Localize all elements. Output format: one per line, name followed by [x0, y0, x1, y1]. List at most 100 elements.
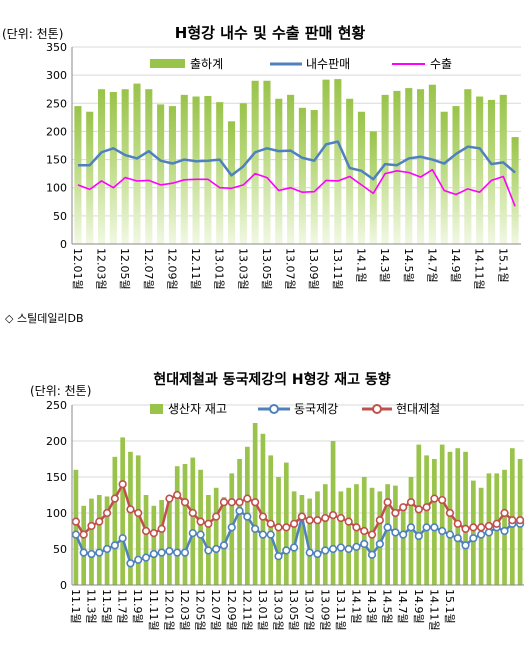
data-point — [95, 517, 104, 526]
data-point — [383, 523, 392, 532]
chart1-unit-label: (단위: 천톤) — [2, 26, 63, 41]
data-point — [188, 508, 197, 518]
data-point — [274, 523, 283, 532]
x-tick-label: 12.01월 — [162, 589, 175, 631]
bar — [416, 444, 422, 585]
bar — [357, 111, 366, 244]
x-tick-label: 12.05월 — [118, 248, 131, 290]
x-tick-label: 13.01월 — [213, 248, 226, 290]
data-point — [126, 559, 135, 568]
data-point — [461, 524, 470, 533]
x-tick-label: 13.09월 — [307, 248, 320, 290]
bar — [216, 102, 224, 244]
data-point — [484, 521, 494, 531]
x-tick-label: 13.09월 — [318, 589, 331, 631]
x-tick-label: 12.05월 — [194, 589, 207, 631]
data-point — [453, 519, 462, 528]
bar — [227, 121, 236, 244]
chart1-bars — [74, 79, 519, 245]
data-point — [375, 539, 384, 549]
data-point — [165, 547, 174, 556]
data-point — [188, 529, 197, 538]
data-point — [258, 530, 268, 539]
data-point — [515, 516, 525, 525]
bar — [476, 96, 484, 244]
x-tick-label: 12.03월 — [178, 589, 191, 631]
data-point — [196, 517, 205, 526]
data-point — [367, 550, 377, 559]
legend-label-domestic: 내수판매 — [306, 57, 350, 71]
x-tick-label: 14.9월 — [449, 248, 462, 283]
data-point — [204, 546, 213, 555]
data-point — [500, 526, 509, 536]
data-point — [445, 508, 455, 518]
bar — [260, 433, 266, 585]
legend-label-hyundai: 현대제철 — [396, 402, 440, 416]
x-tick-label: 15.1월 — [496, 248, 509, 283]
bar — [377, 491, 383, 585]
y-tick-label: 250 — [46, 399, 67, 412]
bar — [463, 451, 468, 585]
x-tick-label: 12.07월 — [209, 589, 222, 631]
bar — [151, 505, 157, 585]
data-point — [141, 553, 151, 562]
legend-marker-dongkuk — [269, 404, 279, 414]
bar — [190, 457, 196, 585]
chart2-lines — [71, 480, 525, 568]
data-point — [87, 549, 96, 559]
y-tick-label: 150 — [46, 154, 67, 167]
bar — [180, 94, 188, 244]
bar — [97, 89, 106, 245]
data-point — [328, 511, 338, 520]
x-tick-label: 14.1월 — [354, 248, 367, 283]
data-point — [508, 516, 517, 525]
data-point — [290, 543, 299, 552]
data-point — [274, 552, 283, 561]
legend-label-dongkuk: 동국제강 — [294, 402, 338, 416]
data-point — [173, 548, 182, 557]
y-tick-label: 50 — [53, 543, 67, 556]
data-point — [204, 519, 213, 528]
data-point — [484, 528, 494, 537]
data-point — [360, 539, 369, 549]
data-point — [422, 503, 431, 512]
bar — [369, 131, 377, 244]
bar — [354, 484, 359, 585]
bar — [143, 495, 149, 585]
data-point — [110, 541, 119, 550]
data-point — [219, 541, 229, 550]
data-point — [126, 505, 135, 514]
data-point — [243, 512, 252, 521]
chart2-axes — [71, 405, 524, 586]
bar — [400, 505, 406, 585]
data-point — [212, 544, 221, 554]
data-point — [469, 534, 478, 543]
data-point — [196, 530, 205, 539]
data-point — [134, 555, 143, 564]
x-tick-label: 12.09월 — [165, 248, 178, 290]
data-point — [430, 494, 439, 503]
chart1-title: H형강 내수 및 수출 판매 현황 — [175, 24, 366, 42]
legend-swatch-producer-stock — [150, 404, 163, 414]
data-point — [157, 548, 166, 557]
legend-label-producer-stock: 생산자 재고 — [168, 402, 227, 416]
bar — [464, 89, 472, 245]
chart1-x-tick-labels: 12.01월 12.03월 12.05월 12.07월 12.09월 12.11월 13.0… — [71, 248, 509, 290]
data-point — [219, 498, 229, 507]
data-point — [266, 530, 275, 539]
x-tick-label: 11.11월 — [147, 589, 160, 631]
bar — [251, 80, 259, 245]
data-point — [399, 503, 408, 512]
x-tick-label: 11.7월 — [116, 589, 129, 624]
x-tick-label: 14.9월 — [412, 589, 425, 624]
x-tick-label: 12.11월 — [189, 248, 202, 290]
chart2-title: 현대제철과 동국제강의 H형강 재고 동향 — [153, 371, 390, 388]
x-tick-label: 12.03월 — [95, 248, 108, 290]
data-point — [367, 530, 377, 539]
data-point — [477, 530, 486, 539]
x-tick-label: 13.11월 — [331, 248, 344, 290]
legend-swatch-shipments — [150, 59, 185, 68]
bar — [447, 451, 453, 585]
bar — [96, 495, 102, 585]
series-line — [77, 168, 516, 207]
